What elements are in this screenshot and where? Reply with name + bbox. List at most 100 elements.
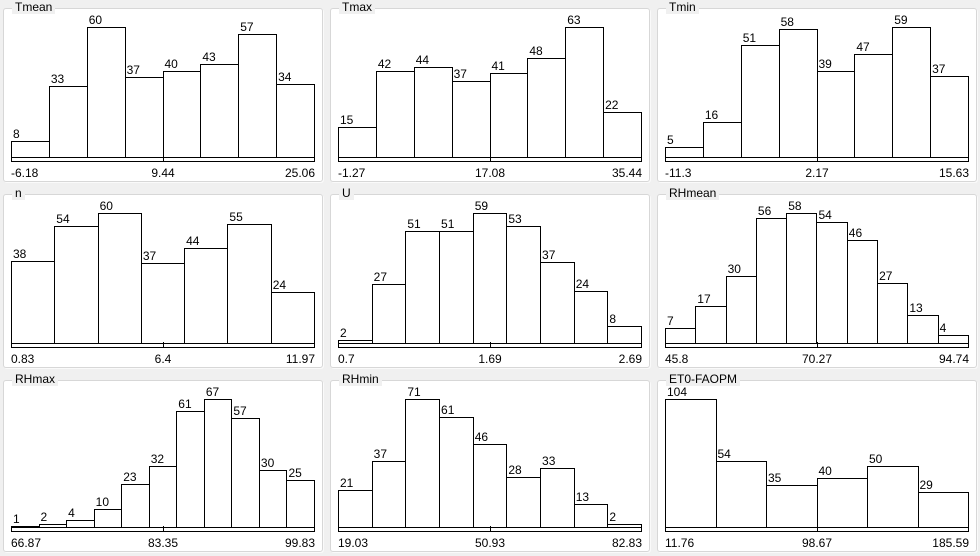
x-axis-labels: 0.83 6.4 11.97 bbox=[11, 352, 315, 366]
histogram-bar: 37 bbox=[124, 64, 164, 158]
histogram-bar: 50 bbox=[867, 452, 919, 528]
x-axis-tick-left bbox=[665, 342, 666, 348]
bar-value-label: 40 bbox=[818, 464, 832, 479]
bar-value-label: 59 bbox=[894, 13, 908, 27]
bar-value-label: 54 bbox=[717, 447, 731, 462]
x-axis bbox=[11, 156, 315, 162]
histogram-bar: 4 bbox=[937, 321, 969, 344]
x-axis bbox=[11, 526, 315, 532]
bar-value-label: 55 bbox=[229, 209, 243, 224]
x-axis-label: -6.18 bbox=[11, 166, 39, 180]
x-axis-tick-right bbox=[314, 156, 315, 162]
histogram-bar: 58 bbox=[786, 200, 818, 344]
histogram-bar: 8 bbox=[607, 313, 643, 344]
x-axis-label: -1.27 bbox=[338, 166, 366, 180]
x-axis-label: 11.97 bbox=[285, 352, 315, 366]
histogram-panel-rhmean: RHmean 7 17 30 56 58 54 46 27 13 4 45.8 70.27 94.74 bbox=[657, 186, 977, 368]
x-axis-labels: -1.27 17.08 35.44 bbox=[338, 166, 642, 180]
histogram-panel-u: U 2 27 51 51 59 53 37 24 8 0.7 1.69 2.69 bbox=[330, 186, 650, 368]
histogram-bar: 44 bbox=[413, 53, 453, 158]
x-axis-tick-mid bbox=[163, 156, 164, 162]
x-axis-label: -11.3 bbox=[665, 166, 692, 180]
histogram-bar: 30 bbox=[725, 263, 757, 344]
histogram-bar: 23 bbox=[121, 470, 150, 528]
plot-area: 21 37 71 61 46 28 33 13 2 bbox=[338, 386, 643, 528]
x-axis-label: 9.44 bbox=[151, 166, 175, 180]
bar-value-label: 50 bbox=[869, 451, 883, 466]
bar-value-label: 51 bbox=[407, 216, 421, 231]
bar-value-label: 16 bbox=[704, 108, 719, 123]
x-axis-tick-left bbox=[11, 156, 12, 162]
x-axis bbox=[338, 156, 642, 162]
bar-value-label: 57 bbox=[240, 19, 254, 34]
bar-value-label: 30 bbox=[260, 456, 275, 471]
x-axis-tick-right bbox=[641, 156, 642, 162]
x-axis-tick-right bbox=[968, 342, 969, 348]
x-axis-tick-mid bbox=[490, 156, 491, 162]
bar-value-label: 37 bbox=[453, 67, 467, 82]
bar-value-label: 63 bbox=[567, 13, 581, 27]
histogram-bar: 15 bbox=[338, 113, 377, 158]
x-axis-label: 17.08 bbox=[474, 166, 506, 180]
x-axis-label: 11.76 bbox=[665, 536, 695, 550]
histogram-bar: 55 bbox=[227, 210, 272, 344]
histogram-bar: 29 bbox=[917, 479, 969, 528]
histogram-bar: 53 bbox=[506, 213, 542, 344]
bar-value-label: 37 bbox=[142, 249, 157, 264]
x-axis-label: 2.69 bbox=[618, 352, 642, 366]
bar-value-label: 7 bbox=[667, 314, 674, 329]
histogram-bar: 30 bbox=[258, 457, 288, 528]
bar-value-label: 42 bbox=[377, 56, 392, 71]
x-axis-label: 185.59 bbox=[932, 536, 969, 550]
bar-value-label: 61 bbox=[178, 396, 192, 411]
histogram-bar: 35 bbox=[766, 471, 818, 528]
histogram-bar: 54 bbox=[54, 213, 99, 344]
bar-value-label: 25 bbox=[288, 465, 302, 480]
histogram-bar: 34 bbox=[276, 70, 315, 158]
bar-value-label: 48 bbox=[529, 44, 543, 59]
bar-value-label: 58 bbox=[788, 199, 802, 213]
bar-value-label: 33 bbox=[542, 454, 556, 469]
bar-value-label: 30 bbox=[727, 262, 741, 277]
histogram-bar: 51 bbox=[405, 217, 441, 344]
x-axis-label: 82.83 bbox=[611, 536, 642, 550]
histogram-bar: 60 bbox=[86, 14, 126, 158]
histogram-bar: 37 bbox=[451, 68, 491, 158]
histogram-panel-et0-faopm: ET0-FAOPM 104 54 35 40 50 29 11.76 98.67 185.59 bbox=[657, 372, 977, 552]
bar-value-label: 37 bbox=[932, 61, 946, 76]
histogram-panel-tmean: Tmean 8 33 60 37 40 43 57 34 -6.18 9.44 25.06 bbox=[3, 0, 323, 182]
plot-area: 7 17 30 56 58 54 46 27 13 4 bbox=[665, 200, 969, 344]
x-axis-label: 1.69 bbox=[478, 352, 502, 366]
bar-value-label: 46 bbox=[848, 226, 863, 241]
histogram-panel-tmin: Tmin 5 16 51 58 39 47 59 37 -11.3 2.17 15.63 bbox=[657, 0, 977, 182]
bar-value-label: 27 bbox=[879, 269, 893, 284]
histogram-bar: 104 bbox=[665, 386, 717, 528]
histogram-bar: 24 bbox=[270, 278, 315, 344]
bar-value-label: 58 bbox=[780, 15, 794, 30]
x-axis-tick-right bbox=[968, 156, 969, 162]
panel-title: RHmax bbox=[12, 372, 59, 386]
histogram-bar: 38 bbox=[11, 248, 56, 344]
x-axis-tick-mid bbox=[490, 342, 491, 348]
panel-title: Tmax bbox=[339, 0, 375, 14]
bar-value-label: 24 bbox=[575, 276, 590, 291]
bar-value-label: 39 bbox=[818, 57, 832, 72]
histogram-panel-rhmin: RHmin 21 37 71 61 46 28 33 13 2 19.03 50.93 82.83 bbox=[330, 372, 650, 552]
bar-value-label: 34 bbox=[278, 69, 292, 84]
bar-value-label: 67 bbox=[205, 385, 220, 399]
x-axis-tick-right bbox=[641, 342, 642, 348]
bar-value-label: 4 bbox=[939, 320, 947, 335]
histogram-bar: 32 bbox=[148, 453, 178, 528]
bar-value-label: 54 bbox=[56, 212, 70, 227]
bar-value-label: 13 bbox=[909, 300, 923, 315]
histogram-bar: 56 bbox=[755, 204, 788, 344]
bar-value-label: 22 bbox=[605, 98, 619, 113]
x-axis-label: 70.27 bbox=[801, 352, 833, 366]
histogram-panel-tmax: Tmax 15 42 44 37 41 48 63 22 -1.27 17.08 35.44 bbox=[330, 0, 650, 182]
x-axis-tick-mid bbox=[490, 526, 491, 532]
x-axis bbox=[665, 156, 969, 162]
x-axis bbox=[665, 342, 969, 348]
x-axis-labels: -11.3 2.17 15.63 bbox=[665, 166, 969, 180]
histogram-bar: 13 bbox=[573, 491, 609, 528]
